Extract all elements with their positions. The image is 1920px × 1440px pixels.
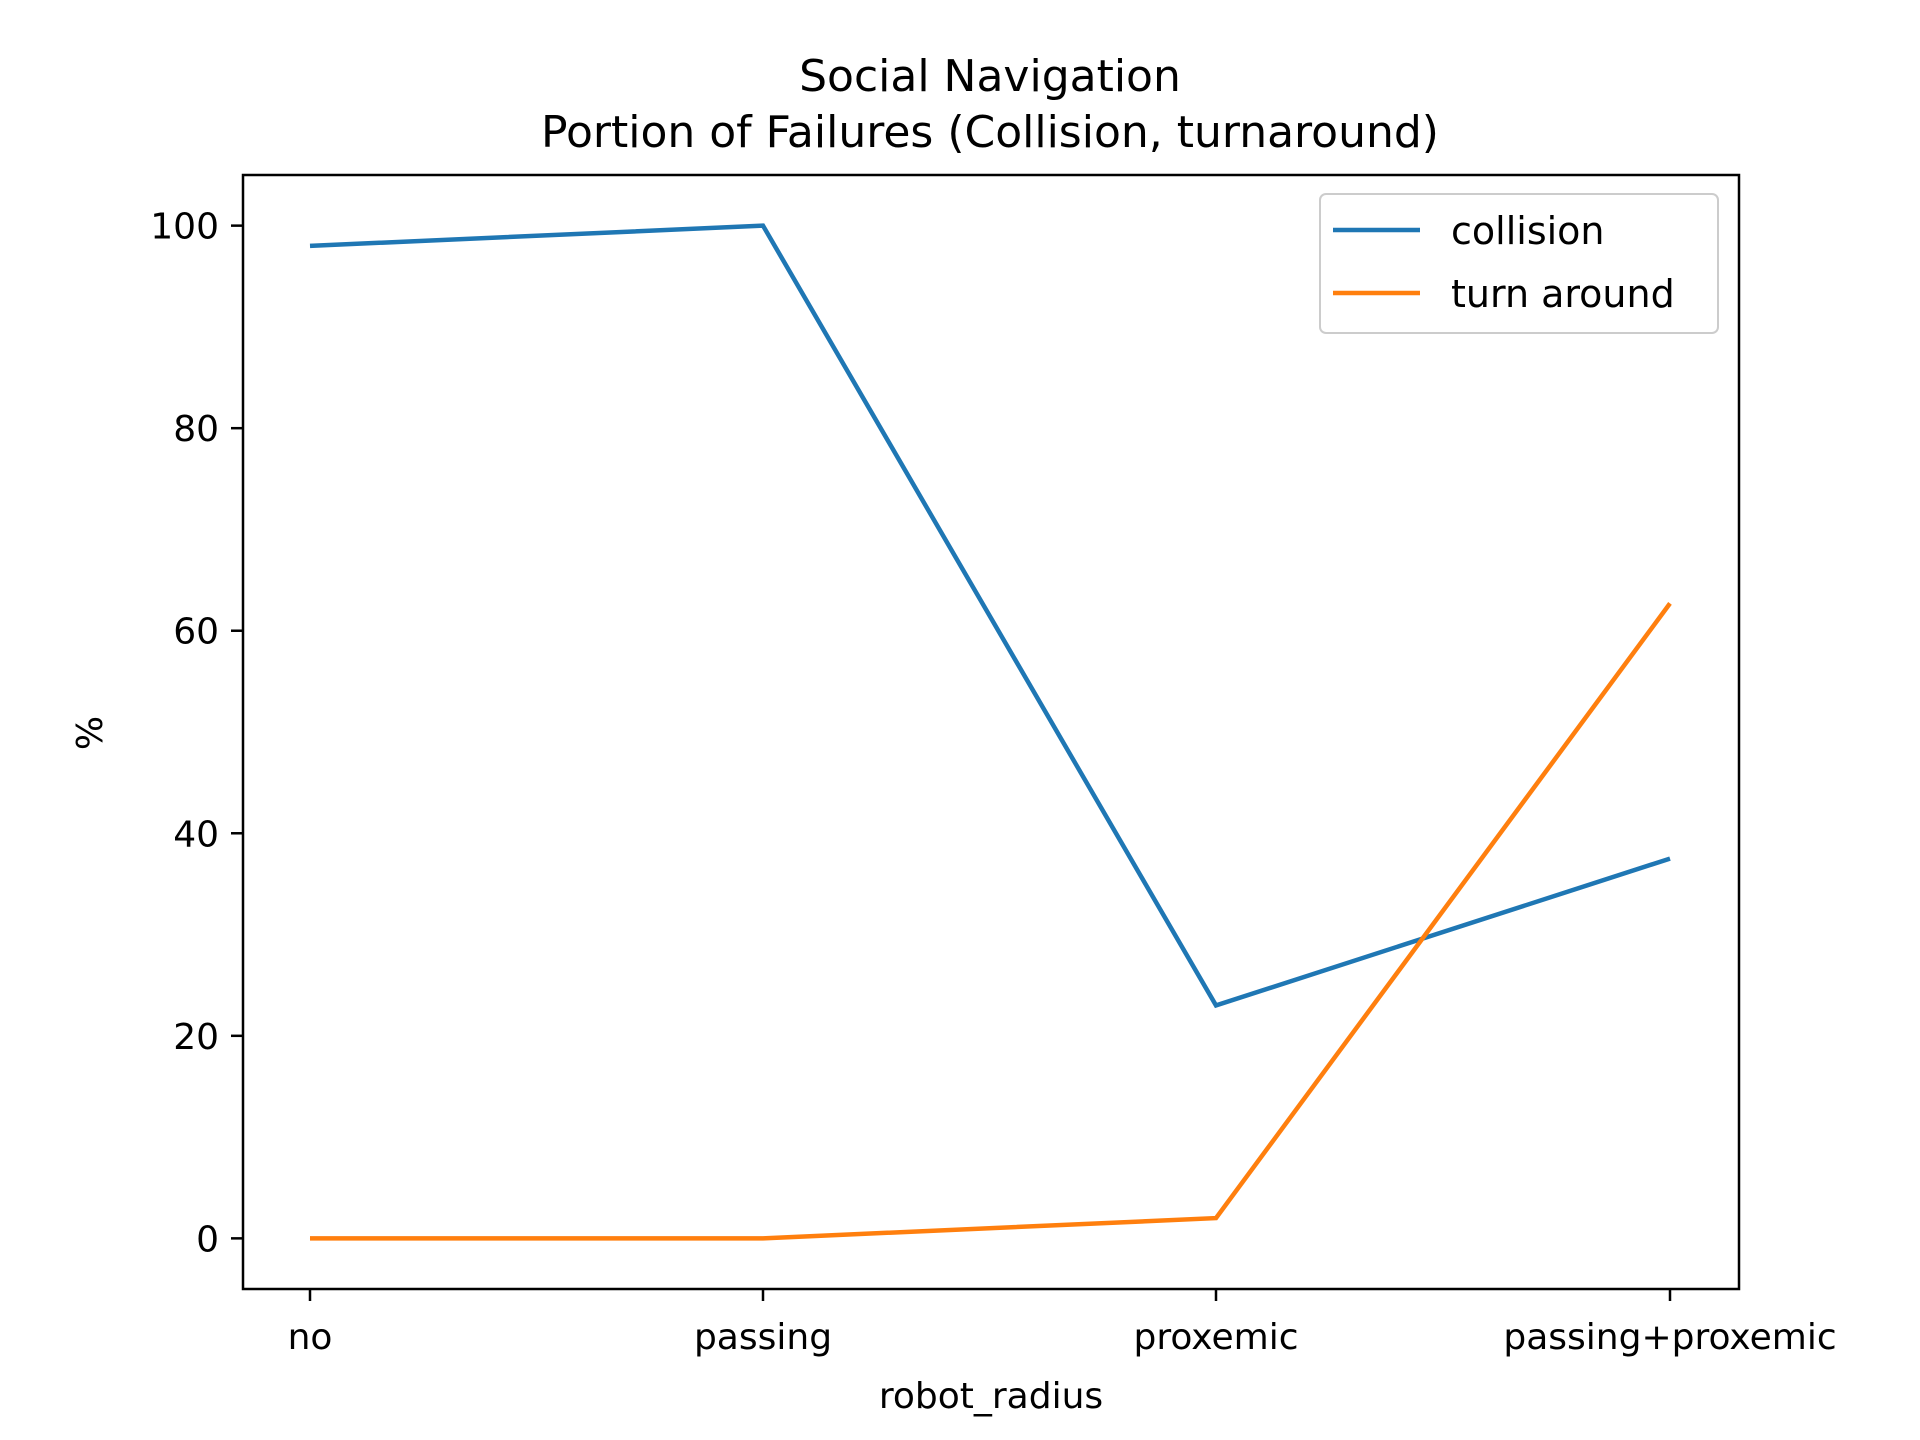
- legend-entry-turn-around: turn around: [1451, 272, 1675, 316]
- series-layer: [309, 223, 1672, 1241]
- x-axis-ticks: no passing proxemic passing+proxemic: [288, 1289, 1837, 1358]
- x-axis-label: robot_radius: [879, 1376, 1103, 1417]
- y-axis-label: %: [70, 716, 111, 750]
- chart-title: Social Navigation: [799, 51, 1181, 102]
- series-line-collision: [309, 223, 1671, 1009]
- legend: collision turn around: [1319, 193, 1719, 334]
- legend-entry-collision: collision: [1451, 209, 1605, 253]
- y-tick-label-60: 60: [173, 612, 219, 653]
- y-axis-ticks: 0 20 40 60 80 100: [150, 207, 243, 1260]
- y-tick-label-80: 80: [173, 409, 219, 450]
- x-tick-label-0: no: [288, 1317, 333, 1358]
- x-tick-label-2: proxemic: [1134, 1317, 1299, 1358]
- x-tick-label-1: passing: [694, 1317, 832, 1358]
- chart-subtitle: Portion of Failures (Collision, turnarou…: [541, 107, 1439, 158]
- y-tick-label-100: 100: [150, 207, 219, 248]
- series-line-turn-around: [310, 602, 1672, 1241]
- y-tick-label-40: 40: [173, 814, 219, 855]
- x-tick-label-3: passing+proxemic: [1503, 1317, 1836, 1358]
- y-tick-label-20: 20: [173, 1017, 219, 1058]
- plot-area-frame: [241, 173, 1741, 1291]
- y-tick-label-0: 0: [196, 1219, 219, 1260]
